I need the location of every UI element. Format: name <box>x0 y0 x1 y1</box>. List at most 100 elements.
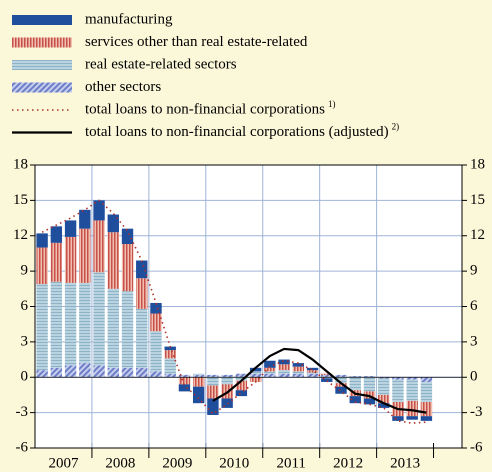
bar-segment <box>221 374 233 378</box>
bar-segment <box>235 390 248 397</box>
bar-segment <box>406 416 418 420</box>
bar-segment <box>235 373 248 378</box>
y-tick-label: 18 <box>13 156 28 172</box>
bar-segment <box>378 394 390 404</box>
bar-segment <box>420 381 433 403</box>
bar-segment <box>150 313 162 332</box>
bar-segment <box>136 367 148 378</box>
bar-segment <box>292 363 305 367</box>
bar-segment <box>363 377 376 392</box>
bar-segment <box>378 403 390 408</box>
bar-segment <box>207 374 219 378</box>
y-tick-label: 0 <box>21 369 29 385</box>
y2-tick-label: 0 <box>470 369 478 385</box>
legend-label: real estate-related sectors <box>85 56 237 72</box>
legend-label: total loans to non-financial corporation… <box>85 101 325 117</box>
bar-segment <box>264 360 276 368</box>
x-tick-label: 2012 <box>333 455 363 471</box>
bar-segment <box>150 331 162 372</box>
legend-swatch <box>12 60 72 70</box>
bar-segment <box>50 226 63 243</box>
y-tick-label: 6 <box>21 298 29 314</box>
bar-segment <box>221 398 233 408</box>
bar-segment <box>235 380 248 391</box>
bar-segment <box>50 367 63 378</box>
bar-segment <box>150 371 162 378</box>
bar-segment <box>292 366 305 372</box>
x-tick-label: 2009 <box>162 455 192 471</box>
bar-segment <box>192 373 205 375</box>
bar-segment <box>121 228 134 245</box>
bar-segment <box>36 370 48 378</box>
y-tick-label: 9 <box>21 263 29 279</box>
bar-segment <box>335 374 347 378</box>
bar-segment <box>278 364 290 371</box>
bar-segment <box>249 373 262 378</box>
bar-segment <box>363 376 376 378</box>
bar-segment <box>292 373 305 378</box>
bar-segment <box>79 228 91 283</box>
bar-segment <box>107 214 119 233</box>
bar-segment <box>264 371 276 374</box>
bar-segment <box>50 242 63 282</box>
bar-segment <box>50 281 63 368</box>
x-tick-label: 2008 <box>105 455 135 471</box>
x-tick-label: 2011 <box>276 455 305 471</box>
bar-segment <box>36 247 48 285</box>
bar-segment <box>121 367 134 378</box>
bar-segment <box>321 378 333 382</box>
bar-segment <box>164 373 176 378</box>
bar-segment <box>278 370 290 374</box>
bar-segment <box>235 377 248 381</box>
bar-segment <box>420 402 433 417</box>
bar-segment <box>349 396 361 404</box>
bar-segment <box>121 291 134 368</box>
bar-segment <box>420 377 433 382</box>
y2-tick-label: 3 <box>470 333 478 349</box>
y2-tick-label: 12 <box>470 227 485 243</box>
bar-segment <box>306 373 319 378</box>
bar-segment <box>121 244 134 292</box>
bar-segment <box>292 371 305 374</box>
bar-segment <box>321 377 333 379</box>
bar-segment <box>207 385 219 399</box>
legend-label: manufacturing <box>85 11 173 27</box>
bar-segment <box>306 367 319 371</box>
legend-swatch <box>12 37 72 48</box>
bar-segment <box>79 282 91 364</box>
bar-segment <box>164 358 176 374</box>
bar-segment <box>136 278 148 309</box>
bar-segment <box>349 376 361 378</box>
bar-segment <box>363 391 376 399</box>
bar-segment <box>178 377 191 385</box>
x-tick-label: 2007 <box>48 455 79 471</box>
bar-segment <box>79 363 91 378</box>
bar-segment <box>335 377 347 384</box>
legend-note: 1) <box>328 99 336 109</box>
bar-segment <box>79 209 91 229</box>
bar-segment <box>392 379 404 403</box>
bar-segment <box>378 378 390 395</box>
bar-segment <box>406 400 418 417</box>
bar-segment <box>392 377 404 380</box>
bar-segment <box>264 367 276 372</box>
bar-segment <box>93 220 105 273</box>
bar-segment <box>406 377 418 380</box>
bar-segment <box>278 373 290 378</box>
bar-segment <box>249 371 262 374</box>
bar-segment <box>249 377 262 382</box>
bar-segment <box>420 416 433 421</box>
bar-segment <box>406 379 418 401</box>
bar-segment <box>207 377 219 386</box>
y-tick-label: 12 <box>13 227 28 243</box>
plot-frame <box>34 164 463 449</box>
bar-segment <box>363 398 376 405</box>
bar-segment <box>64 282 77 366</box>
bar-segment <box>192 386 205 404</box>
bar-segment <box>207 398 219 415</box>
bar-segment <box>136 308 148 368</box>
bar-segment <box>107 367 119 378</box>
bar-segment <box>164 346 176 351</box>
bar-segment <box>264 373 276 378</box>
bar-segment <box>221 377 233 385</box>
